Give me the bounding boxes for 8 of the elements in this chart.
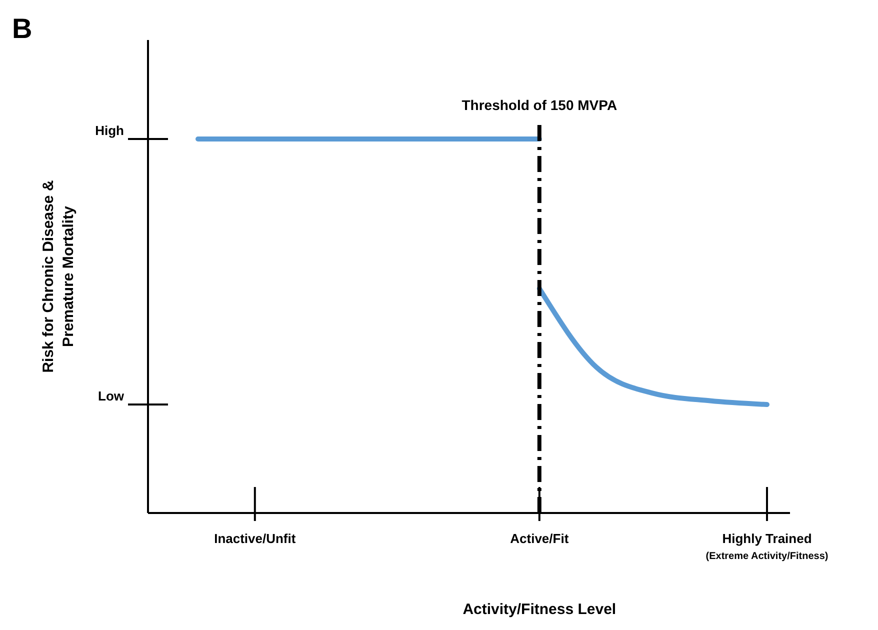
ref-line-label: High [95, 123, 124, 138]
ref-line-label: Threshold of 150 MVPA [462, 97, 618, 113]
x-tick-label: Inactive/Unfit [214, 531, 296, 546]
text: B [12, 13, 32, 44]
y-axis-title: Risk for Chronic Disease & Premature Mortality [40, 180, 77, 373]
x-axis-title: Activity/Fitness Level [462, 601, 616, 618]
x-tick-label: Active/Fit [510, 531, 570, 546]
ref-line-label: Low [98, 388, 125, 404]
